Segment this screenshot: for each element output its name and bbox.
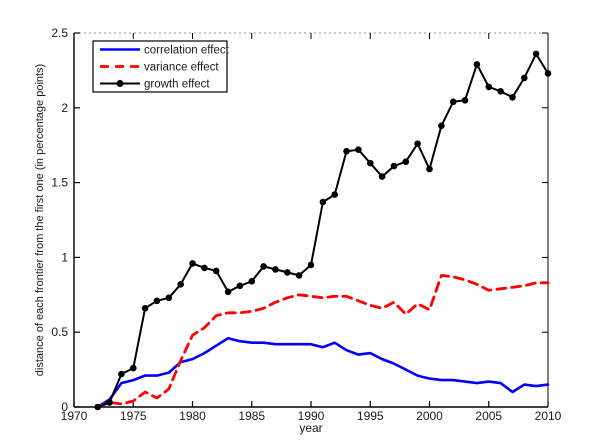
data-point-marker [355, 146, 362, 153]
x-tick-label: 1970 [61, 409, 88, 423]
x-axis-title: year [299, 421, 322, 435]
data-point-marker [390, 162, 398, 170]
y-tick-label: 1.5 [51, 176, 68, 190]
data-point-marker [236, 282, 244, 290]
x-tick-label: 2010 [535, 409, 562, 423]
data-point-marker [153, 297, 161, 305]
data-point-marker [248, 278, 256, 285]
data-point-marker [378, 173, 386, 180]
data-point-marker [177, 281, 184, 288]
y-tick-label: 2 [61, 101, 68, 115]
data-point-marker [307, 261, 315, 269]
data-point-marker [94, 403, 101, 411]
y-axis-title: distance of each frontier from the first… [34, 64, 46, 376]
data-point-marker [224, 288, 232, 296]
x-tick-label: 2005 [475, 409, 502, 423]
x-tick-label: 1995 [357, 409, 384, 423]
data-point-marker [189, 260, 196, 267]
data-point-marker [319, 198, 327, 206]
data-point-marker [165, 294, 173, 302]
data-point-marker [521, 74, 528, 82]
data-point-marker [438, 122, 445, 130]
data-point-marker [295, 272, 303, 279]
data-point-marker [414, 140, 421, 147]
data-point-marker [485, 83, 493, 91]
legend: correlation effect variance effect growth … [92, 40, 230, 93]
y-tick-label: 0.5 [51, 325, 68, 339]
data-point-marker [331, 191, 339, 198]
x-tick-label: 1980 [179, 409, 206, 423]
data-point-marker [272, 266, 279, 273]
data-point-marker [284, 269, 291, 276]
y-tick-label: 1 [61, 250, 68, 264]
plot-area: 1970 1975 1980 1985 1990 1995 2000 2005 2010 0 0.5… [51, 26, 561, 423]
data-point-marker [402, 158, 410, 165]
data-point-marker [509, 94, 516, 101]
y-tick-label: 2.5 [51, 26, 68, 40]
data-point-marker [130, 364, 137, 372]
x-tick-label: 1985 [238, 409, 265, 423]
data-point-marker [106, 399, 113, 406]
x-tick-label: 2000 [416, 409, 443, 423]
data-point-marker [260, 263, 267, 270]
data-point-marker [473, 61, 481, 68]
y-tick-label: 0 [61, 400, 68, 414]
data-point-marker [343, 147, 350, 155]
data-point-marker [449, 98, 457, 106]
series-line-correlation-effect [96, 336, 550, 409]
data-point-marker [367, 159, 374, 167]
legend-item-label: correlation effect [144, 45, 230, 57]
data-point-marker [201, 264, 208, 272]
data-point-marker [141, 305, 149, 312]
data-point-marker [461, 97, 469, 104]
data-point-marker [118, 370, 125, 378]
data-point-marker [532, 50, 540, 58]
legend-item-label: variance effect [144, 62, 219, 74]
x-tick-label: 1990 [298, 409, 325, 423]
legend-item-label: growth effect [144, 79, 210, 91]
data-point-marker [544, 70, 552, 77]
x-tick-label: 1975 [120, 409, 147, 423]
series-line-variance-effect [96, 273, 550, 409]
data-point-marker [497, 88, 504, 95]
data-point-marker [426, 165, 433, 173]
legend-sample-marker [116, 80, 124, 87]
data-point-marker [212, 267, 220, 275]
